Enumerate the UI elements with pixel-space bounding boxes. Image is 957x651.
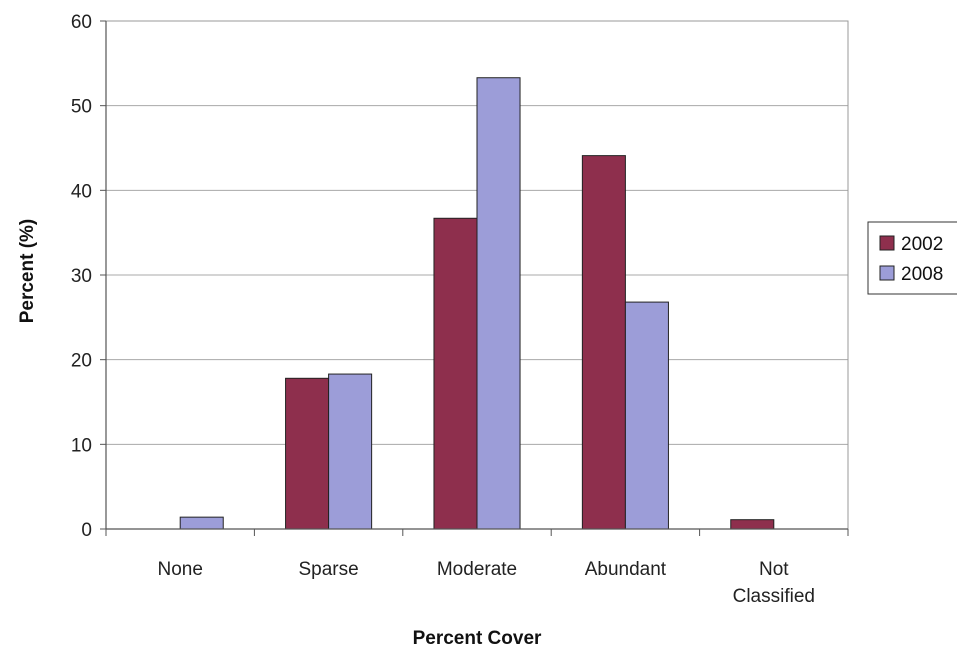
legend-swatch-2008 [879, 265, 895, 281]
legend-box [867, 221, 957, 295]
y-tick-label: 30 [71, 266, 92, 287]
x-tick-label: Not Classified [733, 559, 815, 607]
x-tick-label: Abundant [585, 559, 667, 580]
y-tick-label: 20 [71, 351, 92, 372]
bar-2002-abundant [581, 155, 626, 530]
bar-2008-sparse [328, 373, 373, 530]
bar-2002-sparse [285, 377, 330, 530]
x-tick-label: Moderate [437, 559, 517, 580]
y-tick-label: 50 [71, 97, 92, 118]
x-axis-title: Percent Cover [413, 628, 542, 649]
y-tick-label: 60 [71, 12, 92, 33]
legend-label-2002: 2002 [901, 234, 943, 255]
legend-label-2008: 2008 [901, 264, 943, 285]
legend: 2002 2008 [867, 221, 957, 295]
legend-swatch-2002 [879, 235, 895, 251]
y-tick-label: 40 [71, 181, 92, 202]
bar-2002-moderate [433, 217, 478, 530]
tick-labels: 0 10 20 30 40 50 60 None Sparse Moderate Abundant N… [71, 12, 815, 607]
bar-2008-abundant [624, 301, 669, 530]
axes [100, 20, 849, 536]
y-tick-label: 10 [71, 435, 92, 456]
bars [179, 77, 775, 530]
bar-2002-not-classified [730, 519, 775, 530]
bar-2008-none [179, 516, 224, 530]
x-tick-label: None [157, 559, 202, 580]
bar-2008-moderate [476, 77, 521, 530]
y-axis-title: Percent (%) [17, 219, 38, 324]
x-tick-label: Sparse [298, 559, 358, 580]
y-tick-label: 0 [81, 520, 92, 541]
